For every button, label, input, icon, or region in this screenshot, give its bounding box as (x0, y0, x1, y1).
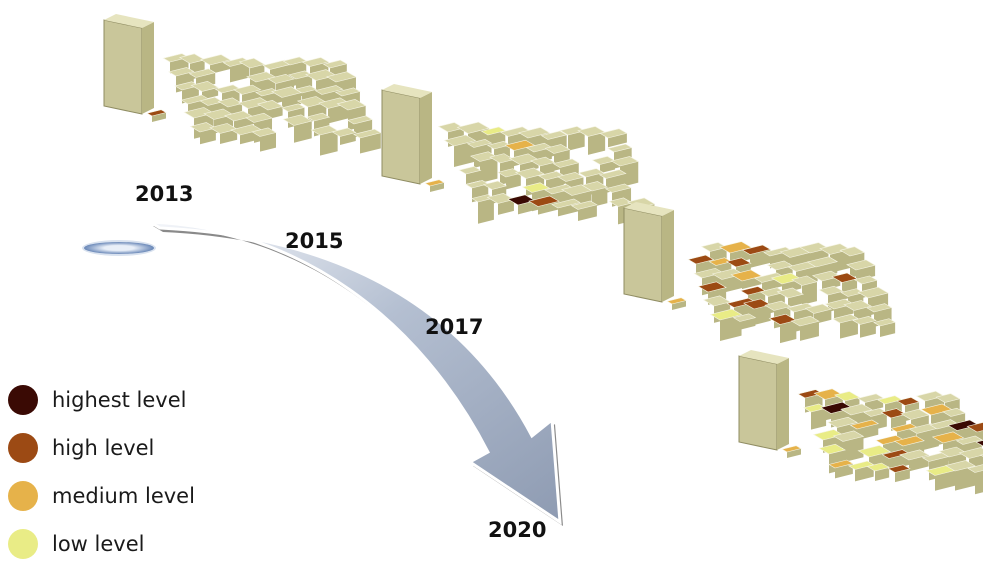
legend-label-highest: highest level (52, 388, 187, 412)
legend-swatch-highest (8, 385, 38, 415)
tower-block (103, 14, 154, 115)
tower-block (623, 202, 674, 303)
legend-label-high: high level (52, 436, 155, 460)
legend-swatch-low (8, 529, 38, 559)
year-label-2013: 2013 (135, 182, 194, 206)
diagram-canvas: 2013 2015 2017 2020 highest level high l… (8, 14, 983, 559)
building-cluster-3 (623, 202, 896, 344)
legend-swatch-high (8, 433, 38, 463)
city-evolution-scene (103, 14, 983, 526)
legend: highest level high level medium level lo… (8, 376, 268, 568)
timeline-arrow (149, 220, 563, 526)
year-label-2015: 2015 (285, 229, 344, 253)
legend-label-low: low level (52, 532, 145, 556)
timeline-arrow-body (149, 220, 562, 525)
legend-label-medium: medium level (52, 484, 195, 508)
tower-block (381, 84, 432, 185)
year-label-2020: 2020 (488, 518, 547, 542)
legend-item-highest: highest level (8, 376, 268, 424)
legend-swatch-medium (8, 481, 38, 511)
building-cluster-1 (103, 14, 382, 156)
tower-block (738, 350, 789, 451)
building-clusters (103, 14, 983, 495)
origin-disc (84, 242, 154, 254)
year-label-2017: 2017 (425, 315, 484, 339)
building-cluster-4 (738, 350, 983, 495)
legend-item-medium: medium level (8, 472, 268, 520)
building-cluster-2 (381, 84, 656, 226)
legend-item-low: low level (8, 520, 268, 568)
legend-item-high: high level (8, 424, 268, 472)
